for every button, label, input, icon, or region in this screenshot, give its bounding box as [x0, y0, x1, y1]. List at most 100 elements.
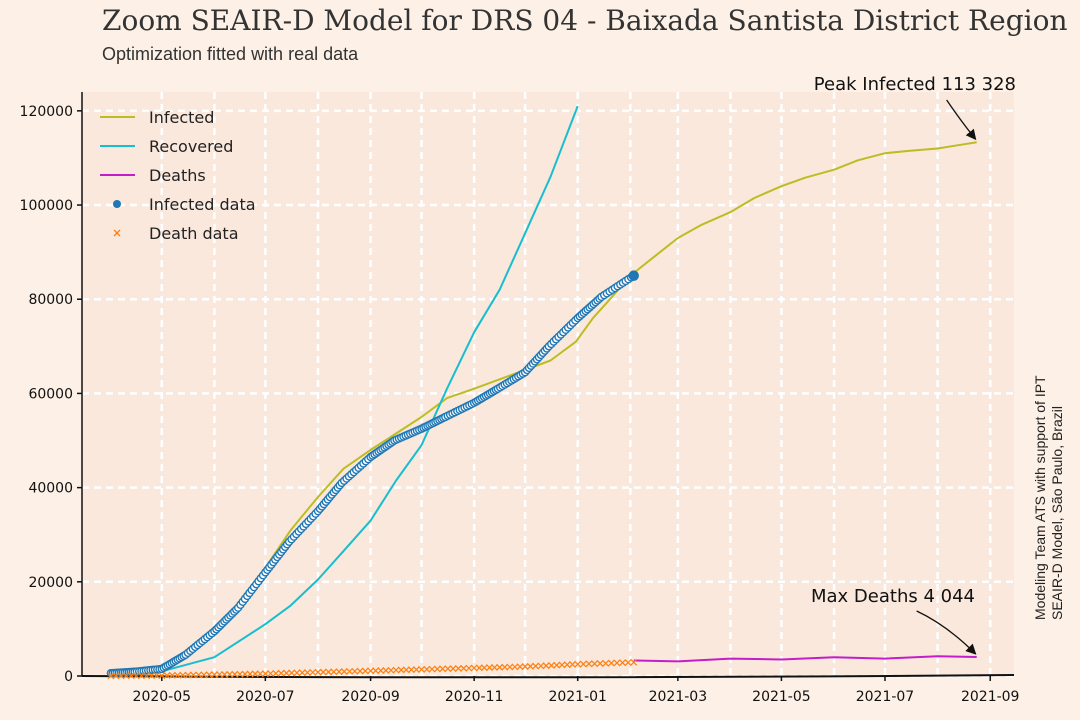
death-data-point [602, 659, 610, 667]
death-data-point [261, 670, 269, 678]
x-tick-label: 2021-01 [548, 689, 607, 705]
death-data-point [267, 670, 275, 677]
death-data-point [236, 670, 244, 678]
death-data-point [251, 670, 259, 678]
death-data-point [282, 669, 290, 677]
death-data-point [231, 670, 239, 678]
death-data-point [319, 668, 327, 676]
series-line-infected [110, 141, 977, 676]
x-tick-label: 2020-05 [133, 689, 192, 705]
death-data-point [630, 658, 638, 666]
death-data-point [547, 661, 555, 669]
death-data-point [563, 661, 571, 669]
y-tick-label: 20000 [28, 575, 73, 591]
death-data-point [392, 666, 400, 674]
death-data-point [553, 661, 561, 669]
y-tick-label: 80000 [28, 292, 73, 308]
death-data-point [195, 671, 203, 679]
death-data-point [579, 660, 587, 668]
death-data-point [346, 667, 353, 675]
death-data-point [585, 660, 593, 668]
death-data-point [351, 667, 359, 675]
death-data-point [246, 670, 254, 678]
death-data-point [377, 667, 385, 674]
death-data-point [460, 664, 468, 672]
death-data-point [330, 668, 338, 676]
death-data-point [439, 665, 447, 673]
legend-label: Infected data [149, 195, 256, 214]
death-data-point [272, 669, 280, 677]
death-data-point [511, 663, 519, 671]
death-data-point [558, 661, 566, 669]
death-data-point [537, 662, 545, 670]
death-data-point [496, 663, 504, 671]
death-data-point [397, 666, 405, 674]
death-data-point [470, 664, 478, 672]
death-data-point [619, 659, 626, 667]
death-data-point [226, 670, 234, 678]
death-data-point [256, 670, 264, 678]
death-data-point [148, 672, 156, 680]
death-data-point [418, 665, 425, 673]
x-tick-label: 2021-07 [856, 689, 915, 705]
death-data-point [382, 666, 390, 674]
death-data-point [335, 668, 343, 676]
death-data-point [428, 665, 436, 673]
death-data-point [200, 671, 208, 679]
chart-subtitle: Optimization fitted with real data [102, 44, 359, 64]
death-data-point [132, 672, 140, 680]
legend-swatch-death-data [113, 229, 121, 237]
annotation-arrow-peak [946, 99, 977, 141]
plot-background [82, 92, 1014, 676]
death-data-point [444, 665, 452, 673]
death-data-point [216, 671, 223, 678]
death-data-point [189, 671, 197, 679]
series-line-deaths [633, 655, 977, 663]
death-data-point [221, 670, 229, 678]
legend-label: Deaths [149, 166, 206, 185]
legend-label: Recovered [149, 137, 233, 156]
death-data-point [122, 672, 130, 680]
death-data-point [179, 671, 187, 679]
death-data-point [542, 662, 550, 670]
death-data-point [491, 664, 498, 671]
death-data-point [184, 671, 192, 679]
death-data-point [314, 668, 322, 676]
x-tick-label: 2020-09 [341, 689, 400, 705]
annotation-arrow-deaths [916, 610, 977, 655]
death-data-point [304, 669, 311, 676]
annotation-peak-infected: Peak Infected 113 328 [814, 74, 1016, 95]
legend-label: Infected [149, 108, 214, 127]
chart-title: Zoom SEAIR-D Model for DRS 04 - Baixada … [102, 4, 1068, 37]
death-data-point [143, 672, 150, 680]
death-data-point [117, 672, 125, 680]
death-data-point [241, 670, 249, 678]
death-data-point [372, 667, 380, 675]
death-data-point [407, 666, 415, 674]
death-data-point [107, 672, 115, 680]
death-data-point [163, 672, 171, 679]
death-data-point [288, 669, 296, 677]
death-data-point [340, 668, 348, 675]
death-data-point [137, 672, 145, 680]
death-data-point [402, 666, 410, 674]
death-data-point [613, 659, 621, 667]
death-data-point [423, 665, 431, 673]
y-tick-label: 100000 [20, 198, 73, 214]
death-data-point [205, 671, 213, 679]
death-data-point [127, 672, 135, 680]
death-data-point [574, 660, 582, 668]
x-tick-label: 2021-05 [752, 689, 811, 705]
death-data-point [465, 664, 473, 672]
death-data-point [112, 672, 120, 680]
death-data-point [624, 659, 632, 666]
death-data-point [475, 664, 483, 672]
death-data-point [569, 661, 576, 668]
death-data-point [293, 669, 301, 677]
x-tick-label: 2020-07 [236, 689, 295, 705]
death-data-point [356, 667, 364, 675]
death-data-point [158, 672, 166, 679]
death-data-point [526, 662, 534, 670]
death-data-point [486, 664, 493, 671]
